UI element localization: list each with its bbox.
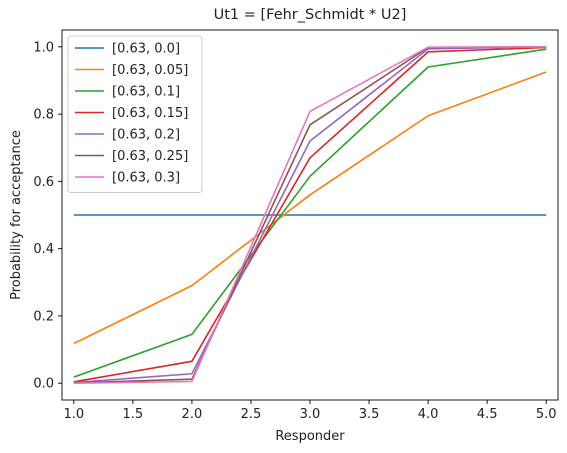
x-tick-label: 4.5 xyxy=(477,407,498,422)
y-tick-label: 0.6 xyxy=(33,175,54,190)
legend-label: [0.63, 0.0] xyxy=(112,42,180,57)
legend: [0.63, 0.0] [0.63, 0.05] [0.63, 0.1] [0.63,… xyxy=(67,35,203,193)
y-axis-label: Probability for acceptance xyxy=(9,130,24,300)
legend-label: [0.63, 0.1] xyxy=(112,85,180,100)
x-tick-label: 1.5 xyxy=(123,407,144,422)
x-tick-label: 1.0 xyxy=(63,407,84,422)
series-line-2 xyxy=(73,48,547,378)
legend-label: [0.63, 0.25] xyxy=(112,149,188,164)
legend-label: [0.63, 0.15] xyxy=(112,106,188,121)
y-tick-label: 0.2 xyxy=(33,309,54,324)
legend-label: [0.63, 0.2] xyxy=(112,128,180,143)
x-tick-label: 5.0 xyxy=(536,407,557,422)
x-tick-label: 3.0 xyxy=(300,407,321,422)
legend-box xyxy=(67,35,203,193)
series-line-4 xyxy=(73,46,547,384)
legend-label: [0.63, 0.3] xyxy=(112,171,180,186)
axis-ticks: 1.0 1.5 2.0 2.5 3.0 3.5 4.0 4.5 5.0 0.0 0.2 0.4 0.6 0… xyxy=(33,40,556,422)
legend-label: [0.63, 0.05] xyxy=(112,63,188,78)
series-line-3 xyxy=(73,46,547,383)
x-tick-label: 3.5 xyxy=(359,407,380,422)
x-axis-label: Responder xyxy=(275,429,345,444)
y-tick-label: 1.0 xyxy=(33,40,54,55)
series-line-1 xyxy=(73,71,547,345)
x-tick-label: 2.5 xyxy=(241,407,262,422)
y-tick-label: 0.0 xyxy=(33,377,54,392)
series-line-6 xyxy=(73,46,547,384)
series-lines xyxy=(73,46,547,384)
x-tick-label: 2.0 xyxy=(182,407,203,422)
y-tick-label: 0.8 xyxy=(33,108,54,123)
chart-title: Ut1 = [Fehr_Schmidt * U2] xyxy=(214,7,407,23)
x-tick-label: 4.0 xyxy=(418,407,439,422)
y-tick-label: 0.4 xyxy=(33,242,54,257)
